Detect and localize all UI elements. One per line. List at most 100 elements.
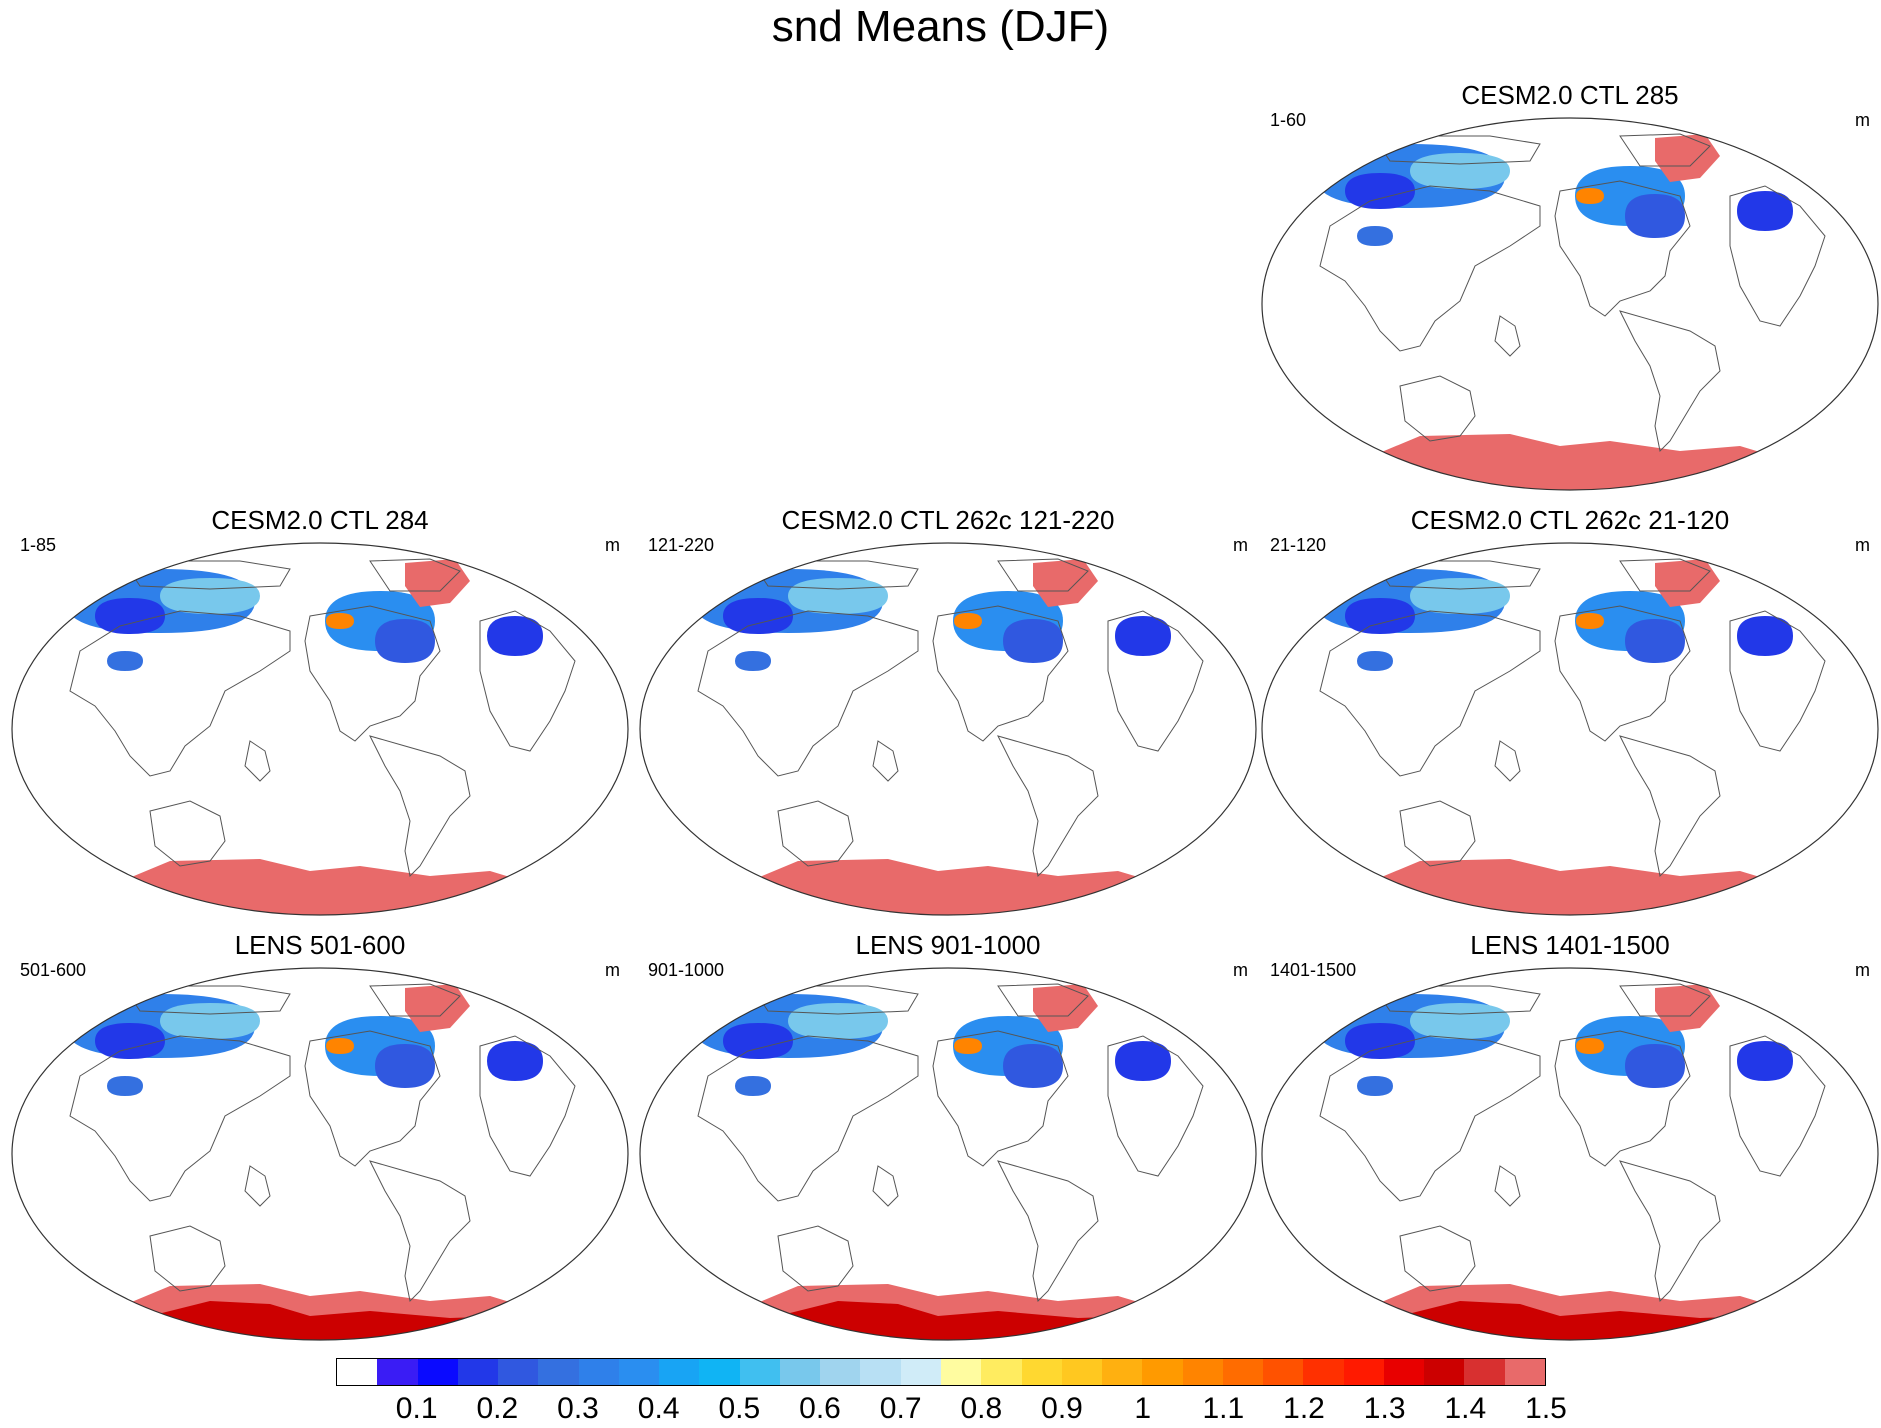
colorbar-swatch: [1021, 1359, 1062, 1385]
colorbar-tick-label: 1.4: [1444, 1392, 1487, 1425]
coastline: [1399, 1225, 1476, 1292]
colorbar-swatch: [578, 1359, 619, 1385]
colorbar-swatch: [779, 1359, 821, 1385]
map-border: [11, 542, 629, 916]
alaska-snow: [326, 1038, 354, 1054]
panel-title: LENS 1401-1500: [1470, 930, 1670, 960]
coastline: [369, 983, 461, 1017]
snow-depth-region: [1115, 1041, 1171, 1081]
greenland-snow: [1033, 984, 1098, 1032]
panel-years-label: 1401-1500: [1270, 960, 1357, 980]
map-svg: [11, 967, 629, 1341]
map-panel: CESM2.0 CTL 262c 121-220 121-220 m: [638, 505, 1258, 917]
colorbar-tick-label: 1.5: [1525, 1392, 1567, 1425]
coastline: [932, 605, 1069, 742]
map-svg: [1261, 542, 1879, 916]
coastline: [369, 558, 461, 592]
colorbar-swatch: [820, 1359, 861, 1385]
snow-depth-region: [735, 1076, 771, 1096]
colorbar-tick-label: 0.5: [718, 1392, 761, 1425]
coastline: [1619, 983, 1711, 1017]
greenland-snow: [1033, 559, 1098, 607]
panel-title: CESM2.0 CTL 262c 21-120: [1410, 505, 1730, 535]
map-border: [1261, 967, 1879, 1341]
coastline: [997, 558, 1089, 592]
alaska-snow: [1576, 1038, 1604, 1054]
colorbar-swatch: [1383, 1359, 1425, 1385]
snow-depth-region: [375, 619, 435, 663]
map-svg: [639, 542, 1257, 916]
coastline: [777, 1225, 854, 1292]
snow-depth-region: [160, 1003, 260, 1039]
colorbar-swatch: [1102, 1359, 1143, 1385]
colorbar-tick-label: 1.2: [1283, 1392, 1325, 1425]
coastline: [777, 800, 854, 867]
snow-depth-region: [1410, 1003, 1510, 1039]
snow-depth-region: [723, 598, 793, 634]
snow-depth-region: [723, 1023, 793, 1059]
greenland-snow: [405, 984, 470, 1032]
coastline: [697, 1035, 919, 1202]
coastline: [697, 610, 919, 777]
coastline: [1399, 800, 1476, 867]
coastline: [369, 735, 471, 878]
coastline: [1107, 610, 1204, 752]
map-border: [1261, 542, 1879, 916]
snow-depth-region: [160, 578, 260, 614]
alaska-snow: [1576, 613, 1604, 629]
colorbar-swatch: [900, 1359, 941, 1385]
map-panel: CESM2.0 CTL 284 1-85 m: [10, 505, 630, 917]
colorbar-tick-label: 0.2: [476, 1392, 519, 1425]
map-border: [639, 967, 1257, 1341]
panel-units-label: m: [605, 960, 620, 980]
coastline: [1494, 315, 1521, 357]
coastline: [149, 1225, 226, 1292]
snow-depth-region: [1625, 194, 1685, 238]
coastline: [244, 1165, 271, 1207]
alaska-snow: [954, 1038, 982, 1054]
panel-title: LENS 501-600: [234, 930, 406, 960]
colorbar-tick-label: 1.3: [1363, 1392, 1406, 1425]
colorbar-swatch: [1424, 1359, 1465, 1385]
map-border: [639, 542, 1257, 916]
map-panel: LENS 501-600 501-600 m: [10, 930, 630, 1342]
panel-title: CESM2.0 CTL 285: [1461, 80, 1679, 110]
panel-units-label: m: [1233, 535, 1248, 555]
panel-units-label: m: [1233, 960, 1248, 980]
coastline: [872, 740, 899, 782]
coastline: [479, 1035, 576, 1177]
colorbar-swatch: [1061, 1359, 1103, 1385]
snow-depth-region: [107, 1076, 143, 1096]
map-panel: CESM2.0 CTL 262c 21-120 21-120 m: [1260, 505, 1880, 917]
colorbar-swatch: [1263, 1359, 1304, 1385]
snow-depth-region: [1625, 619, 1685, 663]
snow-depth-region: [1357, 651, 1393, 671]
panel-units-label: m: [605, 535, 620, 555]
map-svg: [11, 542, 629, 916]
map-svg: [639, 967, 1257, 1341]
map-border: [11, 967, 629, 1341]
colorbar-tick-label: 0.1: [395, 1392, 438, 1425]
antarctica-snow: [1350, 434, 1790, 490]
panel-units-label: m: [1855, 535, 1870, 555]
colorbar-swatch: [1504, 1359, 1545, 1385]
coastline: [997, 735, 1099, 878]
coastline: [69, 1035, 291, 1202]
coastline: [1729, 1035, 1826, 1177]
colorbar-tick-label: 0.8: [960, 1392, 1003, 1425]
colorbar: 0.1 0.2 0.3 0.4 0.5 0.6 0.7 0.8 0.9 1 1.1 1.2 1.3 1.4…: [336, 1358, 1567, 1428]
coastline: [1319, 185, 1541, 352]
coastline: [1319, 610, 1541, 777]
colorbar-tick-label: 0.7: [879, 1392, 922, 1425]
panel-title: CESM2.0 CTL 284: [211, 505, 429, 535]
panel-years-label: 901-1000: [648, 960, 725, 980]
map-panel: CESM2.0 CTL 285 1-60 m: [1260, 80, 1880, 492]
colorbar-tick-label: 1.1: [1202, 1392, 1245, 1425]
coastline: [1399, 375, 1476, 442]
coastline: [304, 1030, 441, 1167]
snow-depth-region: [107, 651, 143, 671]
coastline: [1729, 610, 1826, 752]
coastline: [1554, 605, 1691, 742]
coastline: [1107, 1035, 1204, 1177]
snow-depth-region: [1003, 1044, 1063, 1088]
